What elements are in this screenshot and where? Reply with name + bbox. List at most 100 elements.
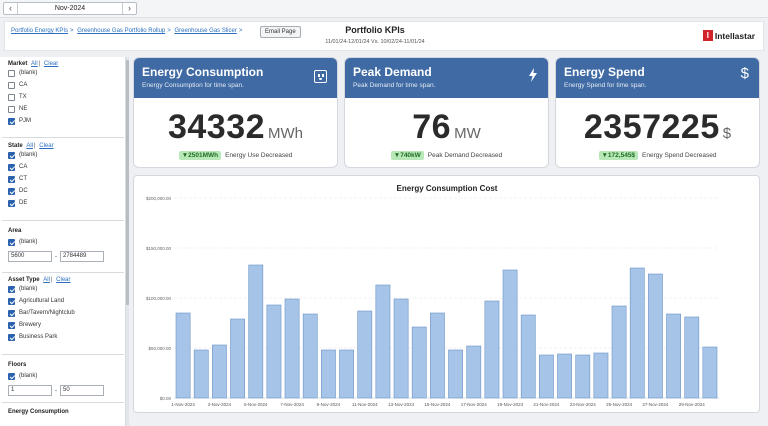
intellastar-logo: I Intellastar <box>702 30 755 41</box>
bar-8-Nov-2024[interactable] <box>302 313 318 399</box>
filter-option[interactable]: Bar/Tavern/Nightclub <box>8 307 120 319</box>
bar-18-Nov-2024[interactable] <box>484 300 500 399</box>
filter-option[interactable]: CA <box>8 79 120 91</box>
bar-9-Nov-2024[interactable] <box>321 349 336 399</box>
bar-17-Nov-2024[interactable] <box>466 345 482 399</box>
bar-19-Nov-2024[interactable] <box>502 269 518 399</box>
divider <box>2 272 124 273</box>
floors-max-input[interactable]: 50 <box>60 385 104 396</box>
filter-title: State <box>8 143 23 149</box>
breadcrumb-link-ghg-slicer[interactable]: Greenhouse Gas Slicer <box>174 28 237 34</box>
bar-20-Nov-2024[interactable] <box>520 314 536 399</box>
checkbox[interactable] <box>8 321 15 329</box>
kpi-header: Energy Spend Energy Spend for time span.… <box>556 58 759 98</box>
bar-15-Nov-2024[interactable] <box>430 312 445 399</box>
checkbox[interactable] <box>8 199 15 207</box>
bar-2-Nov-2024[interactable] <box>193 349 209 399</box>
checkbox[interactable] <box>8 297 15 305</box>
kpi-card-energy-spend: Energy Spend Energy Spend for time span.… <box>555 57 760 168</box>
kpi-card-energy-consumption: Energy Consumption Energy Consumption fo… <box>133 57 338 168</box>
bar-22-Nov-2024[interactable] <box>557 353 572 399</box>
bar-23-Nov-2024[interactable] <box>575 354 591 399</box>
bar-1-Nov-2024[interactable] <box>175 312 191 399</box>
checkbox[interactable] <box>8 285 15 293</box>
filter-option[interactable]: (blank) <box>8 236 120 248</box>
filter-option[interactable]: PJM <box>8 115 120 127</box>
filter-option[interactable]: CA <box>8 161 120 173</box>
bar-30-Nov-2024[interactable] <box>702 346 718 399</box>
floors-min-input[interactable]: 1 <box>8 385 52 396</box>
filter-option[interactable]: Brewery <box>8 319 120 331</box>
kpi-change: ▼172,545$ Energy Spend Decreased <box>556 151 759 160</box>
checkbox[interactable] <box>8 151 15 159</box>
option-label: Agricultural Land <box>19 298 65 304</box>
bar-6-Nov-2024[interactable] <box>266 304 282 399</box>
breadcrumb-link-ghg-rollup[interactable]: Greenhouse Gas Portfolio Rollup <box>77 28 166 34</box>
filter-option[interactable]: CT <box>8 173 120 185</box>
bar-27-Nov-2024[interactable] <box>648 273 663 399</box>
clear-link[interactable]: Clear <box>43 61 59 67</box>
checkbox[interactable] <box>8 372 15 380</box>
checkbox[interactable] <box>8 175 15 183</box>
bar-11-Nov-2024[interactable] <box>357 310 373 399</box>
filter-option[interactable]: TX <box>8 91 120 103</box>
filter-option[interactable]: (blank) <box>8 283 120 295</box>
month-label[interactable]: Nov-2024 <box>54 5 86 12</box>
filter-option[interactable]: (blank) <box>8 370 120 382</box>
bar-16-Nov-2024[interactable] <box>448 349 463 399</box>
select-all-link[interactable]: All <box>31 61 38 67</box>
bar-24-Nov-2024[interactable] <box>593 352 609 399</box>
area-min-input[interactable]: 5600 <box>8 251 52 262</box>
filter-title: Floors <box>8 362 27 368</box>
checkbox[interactable] <box>8 163 15 171</box>
bar-10-Nov-2024[interactable] <box>339 349 354 399</box>
checkbox[interactable] <box>8 69 15 77</box>
checkbox[interactable] <box>8 93 15 101</box>
checkbox[interactable] <box>8 333 15 341</box>
lightning-icon <box>528 68 538 85</box>
filter-option[interactable]: NE <box>8 103 120 115</box>
chevron-right-icon[interactable]: › <box>122 3 136 14</box>
area-range: 5600 - 2784489 <box>8 251 120 262</box>
filter-option[interactable]: Business Park <box>8 331 120 343</box>
y-tick-label: $50,000.00 <box>148 346 171 351</box>
select-all-link[interactable]: All <box>26 143 34 149</box>
filter-option[interactable]: (blank) <box>8 67 120 79</box>
x-tick-label: 3-Nov-2024 <box>208 402 232 407</box>
select-all-link[interactable]: All <box>43 277 50 283</box>
filter-option[interactable]: (blank) <box>8 149 120 161</box>
bar-4-Nov-2024[interactable] <box>230 318 245 399</box>
bar-28-Nov-2024[interactable] <box>666 313 681 399</box>
filter-option[interactable]: Agricultural Land <box>8 295 120 307</box>
kpi-unit: MW <box>454 125 481 142</box>
bar-5-Nov-2024[interactable] <box>248 264 264 399</box>
area-max-input[interactable]: 2784489 <box>60 251 104 262</box>
sidebar-scrollbar-thumb[interactable] <box>126 60 129 305</box>
bar-12-Nov-2024[interactable] <box>375 284 391 399</box>
bar-25-Nov-2024[interactable] <box>611 305 627 399</box>
breadcrumb-link-energy-kpis[interactable]: Portfolio Energy KPIs <box>11 28 69 34</box>
filter-option[interactable]: DE <box>8 197 120 209</box>
checkbox[interactable] <box>8 81 15 89</box>
checkbox[interactable] <box>8 309 15 317</box>
checkbox[interactable] <box>8 238 15 246</box>
asset-type-filter: Asset Type All| Clear (blank) Agricultur… <box>8 277 120 343</box>
clear-link[interactable]: Clear <box>56 277 71 283</box>
bar-21-Nov-2024[interactable] <box>539 354 554 399</box>
chevron-left-icon[interactable]: ‹ <box>4 3 18 14</box>
bar-14-Nov-2024[interactable] <box>411 326 427 399</box>
bar-13-Nov-2024[interactable] <box>393 298 409 399</box>
bar-3-Nov-2024[interactable] <box>212 344 227 399</box>
checkbox[interactable] <box>8 187 15 195</box>
checkbox[interactable] <box>8 117 15 125</box>
bar-26-Nov-2024[interactable] <box>629 267 645 399</box>
bar-7-Nov-2024[interactable] <box>284 298 300 399</box>
divider <box>2 402 124 403</box>
bar-29-Nov-2024[interactable] <box>684 316 700 399</box>
x-tick-label: 25-Nov-2024 <box>606 402 633 407</box>
checkbox[interactable] <box>8 105 15 113</box>
kpi-unit: $ <box>722 125 732 142</box>
email-page-button[interactable]: Email Page <box>260 26 301 38</box>
clear-link[interactable]: Clear <box>39 143 54 149</box>
filter-option[interactable]: DC <box>8 185 120 197</box>
